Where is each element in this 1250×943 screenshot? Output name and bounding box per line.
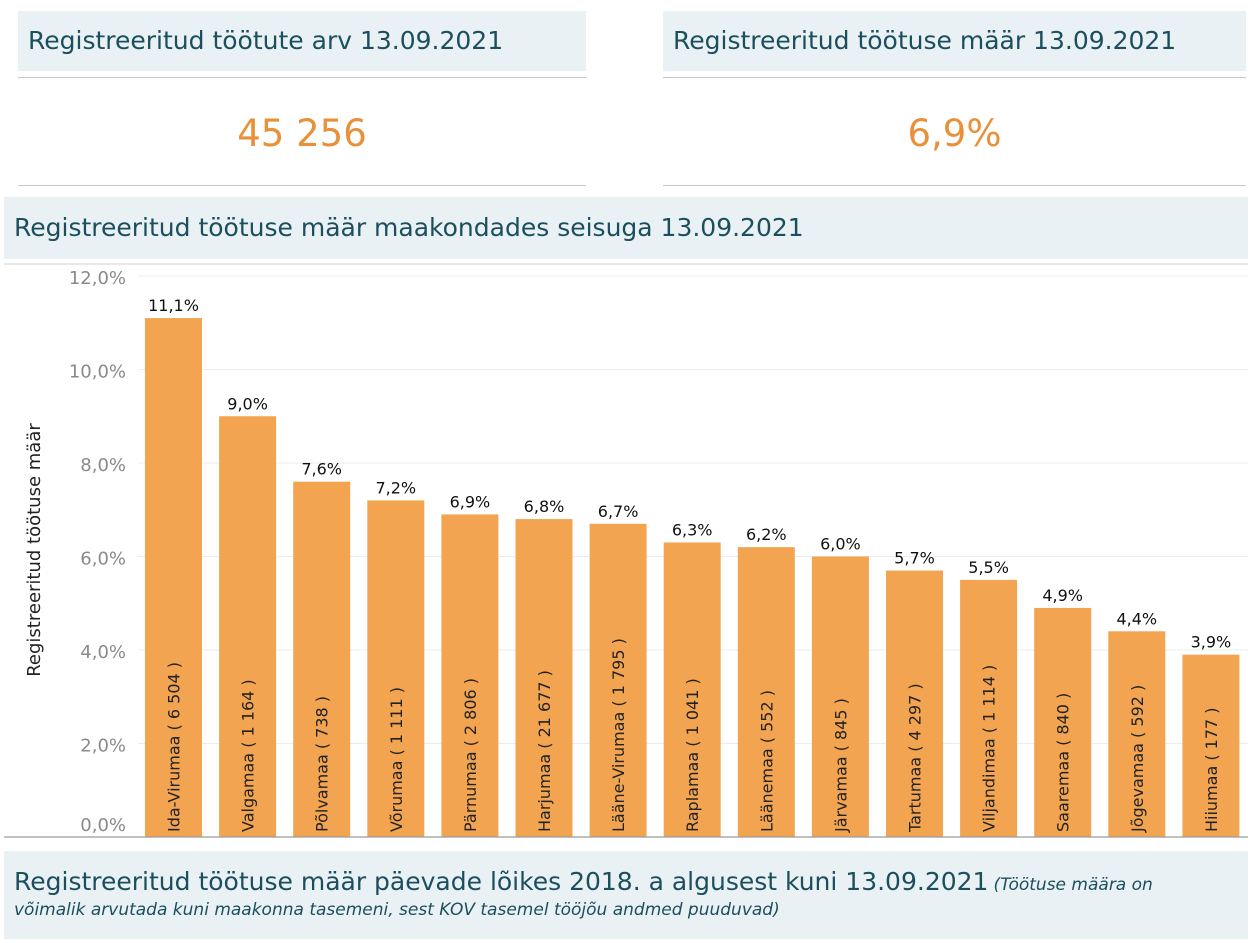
bar [1108,631,1166,837]
bar [960,579,1018,837]
daily-section-title: Registreeritud töötuse määr päevade lõik… [14,867,989,896]
bar [886,570,943,837]
bar-value-label: 11,1% [148,296,199,315]
bar-value-label: 4,9% [1042,586,1083,605]
bar-value-label: 3,9% [1191,633,1232,652]
y-tick-label: 0,0% [80,815,126,836]
daily-section-header: Registreeritud töötuse määr päevade lõik… [4,851,1248,939]
bar-value-label: 6,0% [820,535,861,554]
bar-value-label: 6,8% [524,497,565,516]
bar-value-label: 9,0% [227,394,268,413]
bar-category-label: Jõgevamaa ( 592 ) [1128,685,1147,833]
kpi-title-unemployment-rate: Registreeritud töötuse määr 13.09.2021 [663,11,1246,71]
bar-category-label: Tartumaa ( 4 297 ) [906,683,925,833]
county-unemployment-bar-chart: 0,0% 2,0% 4,0% 6,0% 8,0% 10,0% 12,0% Registreer… [4,263,1248,838]
bar-category-label: Hiiumaa ( 177 ) [1202,707,1221,832]
bar [367,500,425,837]
kpi-value-unemployed-count: 45 256 [237,112,367,155]
y-tick-label: 4,0% [80,642,126,663]
bar-category-label: Ida-Virumaa ( 6 504 ) [165,662,184,832]
bar [811,556,869,837]
bar-category-label: Raplamaa ( 1 041 ) [683,678,702,832]
kpi-divider [18,77,586,78]
kpi-divider [18,185,586,186]
bar-value-label: 6,3% [672,520,713,539]
bar [589,523,647,837]
bar-value-label: 7,2% [375,478,416,497]
bar [515,519,573,837]
y-tick-label: 8,0% [80,455,126,476]
bar [1182,654,1240,837]
bar-value-label: 4,4% [1116,609,1157,628]
kpi-divider [663,185,1246,186]
y-tick-label: 6,0% [80,549,126,570]
bar-category-label: Läänemaa ( 552 ) [757,690,776,832]
bar-category-label: Viljandimaa ( 1 114 ) [980,665,999,832]
bar-value-label: 5,5% [968,558,1009,577]
kpi-value-unemployment-rate: 6,9% [907,112,1002,155]
bar-category-label: Pärnumaa ( 2 806 ) [461,678,480,832]
bar-value-label: 6,2% [746,525,787,544]
daily-section-note: (Töötuse määra on [993,875,1153,895]
kpi-title-unemployed-count: Registreeritud töötute arv 13.09.2021 [18,11,586,71]
bar-category-label: Harjumaa ( 21 677 ) [535,670,554,832]
bar [663,542,721,837]
bar [441,514,499,837]
bar-value-label: 6,7% [598,502,639,521]
y-tick-label: 2,0% [80,736,126,757]
bar-category-label: Põlvamaa ( 738 ) [313,696,332,832]
bar [737,547,795,837]
bar [145,318,202,837]
daily-section-note-continued: võimalik arvutada kuni maakonna tasemeni… [14,900,780,920]
bar-category-label: Valgamaa ( 1 164 ) [239,679,258,832]
county-chart-title: Registreeritud töötuse määr maakondades … [4,197,1248,259]
bar [219,416,277,837]
y-axis-title: Registreeritud töötuse määr [24,423,45,677]
y-tick-label: 10,0% [69,362,126,383]
bar [1034,607,1092,837]
bar-category-label: Lääne-Virumaa ( 1 795 ) [609,638,628,832]
bar-category-label: Saaremaa ( 840 ) [1054,693,1073,832]
bar [293,481,351,837]
bar-category-label: Võrumaa ( 1 111 ) [387,687,406,832]
bar-value-label: 6,9% [450,492,491,511]
bar-value-label: 5,7% [894,549,935,568]
y-tick-label: 12,0% [69,268,126,289]
kpi-divider [663,77,1246,78]
bar-category-label: Järvamaa ( 845 ) [831,698,850,833]
bar-value-label: 7,6% [301,460,342,479]
